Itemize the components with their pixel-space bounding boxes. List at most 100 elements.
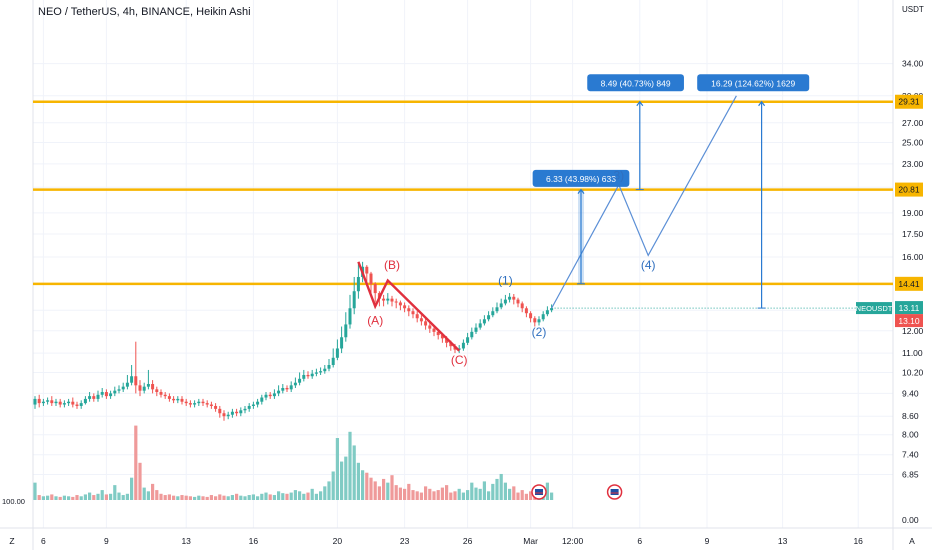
price-tick-label: 34.00: [902, 59, 924, 69]
candle-body: [293, 382, 297, 386]
volume-bar: [386, 482, 390, 500]
volume-bar: [37, 495, 41, 500]
volume-bar: [411, 490, 415, 500]
candle-body: [474, 327, 478, 332]
candle-body: [214, 405, 218, 409]
volume-bar: [428, 488, 432, 500]
close-price-badge: [895, 314, 923, 328]
volume-bar: [306, 492, 310, 500]
price-tick-label: 6.85: [902, 470, 919, 480]
volume-bar: [293, 490, 297, 500]
time-tick-label: 16: [853, 536, 863, 546]
volume-bar: [79, 496, 83, 500]
candle-body: [470, 331, 474, 338]
candle-body: [499, 303, 503, 308]
candle-body: [419, 318, 423, 322]
volume-bar: [75, 495, 79, 500]
candle-body: [197, 401, 201, 404]
candle-body: [424, 321, 428, 326]
candle-body: [407, 308, 411, 312]
event-markers[interactable]: [531, 484, 623, 500]
level-badge-label: 29.31: [898, 97, 920, 107]
candle-body: [298, 378, 302, 383]
candle-body: [226, 414, 230, 417]
volume-bar: [340, 461, 344, 500]
wave-labels: (A) (B) (C) (1) (2) 3) (4): [367, 168, 655, 367]
candle-body: [398, 302, 402, 306]
volume-bar: [545, 482, 549, 500]
level-badge-label: 14.41: [898, 279, 920, 289]
candle-body: [33, 398, 37, 405]
candle-body: [491, 311, 495, 316]
volume-bar: [226, 496, 230, 500]
volume-bar: [235, 493, 239, 500]
volume-bar: [298, 491, 302, 500]
wave-label: (1): [498, 273, 513, 287]
candle-body: [117, 389, 121, 391]
symbol-badge: [856, 302, 892, 315]
volume-bar: [117, 492, 121, 500]
volume-bar: [71, 496, 75, 500]
candle-body: [281, 387, 285, 391]
volume-bar: [256, 496, 260, 500]
volume-bar: [54, 496, 58, 500]
candle-body: [264, 394, 268, 398]
candle-body: [411, 311, 415, 315]
candle-body: [209, 404, 213, 406]
time-tick-label: 9: [104, 536, 109, 546]
volume-bar: [520, 490, 524, 500]
volume-bar: [432, 491, 436, 500]
candle-body: [524, 308, 528, 314]
flag-canton: [535, 489, 543, 495]
price-tick-label: 19.00: [902, 208, 924, 218]
axes: USDT34.0030.0027.0025.0023.0021.0019.001…: [2, 5, 924, 546]
volume-bar: [272, 495, 276, 500]
candle-body: [243, 408, 247, 411]
currency-label: USDT: [902, 5, 924, 14]
horizontal-levels[interactable]: [33, 100, 893, 309]
volume-bar: [285, 493, 289, 500]
candle-body: [92, 396, 96, 399]
candle-body: [218, 408, 222, 414]
candle-body: [482, 319, 486, 324]
volume-bar: [130, 477, 134, 500]
volume-bar: [365, 472, 369, 500]
candle-body: [415, 314, 419, 319]
volume-bar: [440, 487, 444, 500]
candle-body: [369, 273, 373, 285]
candle-body: [163, 394, 167, 397]
volume-bar: [470, 482, 474, 500]
volume-bar: [478, 488, 482, 500]
measure-arrowhead: [758, 100, 766, 107]
candle-body: [193, 403, 197, 405]
candle-body: [365, 266, 369, 274]
time-tick-label: 13: [181, 536, 191, 546]
volume-bar: [146, 491, 150, 500]
volume-bar: [394, 485, 398, 500]
volume-bar: [197, 495, 201, 500]
candle-body: [533, 318, 537, 323]
candle-body: [487, 315, 491, 320]
volume-bar: [319, 491, 323, 500]
candle-body: [75, 404, 79, 406]
volume-bar: [335, 438, 339, 500]
volume-bar: [323, 486, 327, 500]
candle-body: [495, 307, 499, 312]
measure-tools[interactable]: 6.33 (43.98%) 633 8.49 (40.73%) 849 16.29 …: [532, 74, 810, 309]
candle-body: [180, 398, 184, 402]
candle-body: [268, 394, 272, 397]
candle-body: [79, 403, 83, 406]
volume-bar: [277, 491, 281, 500]
candle-body: [449, 342, 453, 347]
volume-bar: [247, 495, 251, 500]
level-badge: [895, 182, 923, 197]
wave-label: (4): [641, 258, 656, 272]
candle-body: [314, 372, 318, 374]
candle-body: [138, 385, 142, 391]
volume-bar: [172, 495, 176, 500]
volume-bar: [382, 478, 386, 500]
volume-bars: [33, 425, 554, 500]
candle-body: [155, 389, 159, 393]
wave-drawings[interactable]: [357, 95, 737, 352]
